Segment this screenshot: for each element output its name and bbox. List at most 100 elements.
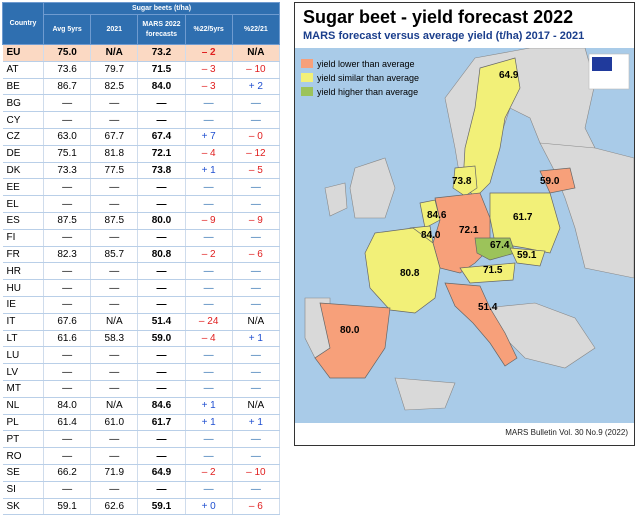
cell-diff-5yrs: + 1	[185, 397, 233, 415]
header-country: Country	[2, 2, 44, 45]
cell-forecast: —	[137, 481, 186, 499]
uk	[349, 157, 396, 219]
map-panel: Sugar beet - yield forecast 2022 MARS fo…	[294, 2, 635, 446]
cell-2021: —	[90, 447, 139, 465]
cell-diff-5yrs: —	[185, 279, 233, 297]
cell-diff-21: + 1	[232, 330, 281, 348]
cell-diff-21: N/A	[232, 313, 281, 331]
cell-forecast: —	[137, 346, 186, 365]
cell-diff-5yrs: —	[185, 195, 233, 213]
cell-avg: —	[43, 262, 92, 281]
cell-country: EU	[2, 44, 44, 62]
cell-2021: 67.7	[90, 128, 139, 146]
cell-2021: —	[90, 430, 139, 449]
map-label-fr: 80.8	[400, 268, 420, 279]
header-forecast: MARS 2022 forecasts	[137, 14, 186, 45]
map-label-cz: 67.4	[490, 240, 510, 251]
cell-2021: 79.7	[90, 61, 139, 79]
legend-label-similar: yield similar than average	[317, 73, 419, 83]
table-row: SI — — — — —	[2, 481, 281, 499]
yield-table: Country Sugar beets (t/ha) Avg 5yrs 2021…	[2, 2, 281, 515]
cell-2021: 58.3	[90, 330, 139, 348]
cell-diff-5yrs: – 2	[185, 464, 233, 482]
cell-2021: —	[90, 94, 139, 113]
cell-country: IT	[2, 313, 44, 331]
cell-diff-21: – 5	[232, 162, 281, 180]
europe-map: yield lower than average yield similar t…	[295, 48, 634, 423]
cell-avg: —	[43, 346, 92, 365]
cell-forecast: 84.6	[137, 397, 186, 415]
table-row: EL — — — — —	[2, 195, 281, 213]
table-row: NL 84.0 N/A 84.6 + 1 N/A	[2, 397, 281, 415]
cell-country: AT	[2, 61, 44, 79]
table-row: FI — — — — —	[2, 229, 281, 247]
cell-avg: —	[43, 229, 92, 247]
cell-forecast: —	[137, 178, 186, 197]
cell-country: SE	[2, 464, 44, 482]
table-row: PL 61.4 61.0 61.7 + 1 + 1	[2, 414, 281, 432]
map-label-se: 64.9	[499, 70, 519, 81]
cell-country: SK	[2, 498, 44, 515]
table-row: HR — — — — —	[2, 262, 281, 281]
legend-label-higher: yield higher than average	[317, 87, 418, 97]
legend-swatch-higher	[301, 87, 313, 96]
cell-diff-5yrs: —	[185, 296, 233, 314]
cell-forecast: 71.5	[137, 61, 186, 79]
cell-2021: N/A	[90, 313, 139, 331]
cell-diff-21: – 12	[232, 145, 281, 163]
cell-diff-21: —	[232, 262, 281, 281]
cell-diff-21: —	[232, 447, 281, 465]
cell-diff-21: —	[232, 195, 281, 213]
table-body: EU 75.0 N/A 73.2– 2 N/A AT 73.6 79.7 71.5– 3– 10…	[2, 44, 281, 515]
cell-avg: 61.6	[43, 330, 92, 348]
cell-forecast: —	[137, 296, 186, 314]
cell-country: FI	[2, 229, 44, 247]
cell-2021: —	[90, 481, 139, 499]
cell-diff-21: N/A	[232, 44, 281, 62]
cell-2021: —	[90, 195, 139, 213]
cell-forecast: 84.0	[137, 78, 186, 96]
table-row: RO — — — — —	[2, 447, 281, 465]
cell-country: BG	[2, 94, 44, 113]
cell-country: LU	[2, 346, 44, 365]
cell-diff-21: —	[232, 279, 281, 297]
cell-diff-21: —	[232, 481, 281, 499]
cell-diff-5yrs: —	[185, 111, 233, 129]
cell-diff-5yrs: —	[185, 481, 233, 499]
cell-country: LT	[2, 330, 44, 348]
cell-diff-5yrs: —	[185, 447, 233, 465]
cell-avg: 75.0	[43, 44, 92, 62]
cell-diff-21: —	[232, 296, 281, 314]
cell-forecast: —	[137, 229, 186, 247]
table-row: AT 73.6 79.7 71.5– 3– 10	[2, 61, 281, 79]
country-fr	[364, 227, 441, 314]
legend-swatch-similar	[301, 73, 313, 82]
cell-2021: —	[90, 380, 139, 398]
cell-avg: 63.0	[43, 128, 92, 146]
table-row: SE 66.2 71.9 64.9– 2– 10	[2, 464, 281, 482]
cell-forecast: 80.0	[137, 212, 186, 230]
table-row: HU — — — — —	[2, 279, 281, 297]
table-row: IT 67.6 N/A 51.4– 24 N/A	[2, 313, 281, 331]
cell-forecast: —	[137, 430, 186, 449]
cell-forecast: —	[137, 279, 186, 297]
cell-2021: 81.8	[90, 145, 139, 163]
cell-country: EE	[2, 178, 44, 197]
country-se	[462, 57, 521, 199]
cell-2021: 87.5	[90, 212, 139, 230]
cell-country: LV	[2, 363, 44, 381]
cell-avg: 73.6	[43, 61, 92, 79]
cell-avg: 66.2	[43, 464, 92, 482]
cell-diff-21: – 6	[232, 498, 281, 515]
cell-diff-21: – 10	[232, 464, 281, 482]
cell-2021: 71.9	[90, 464, 139, 482]
cell-forecast: 73.8	[137, 162, 186, 180]
header-diff-21: %22/21	[231, 14, 281, 45]
cell-forecast: 73.2	[137, 44, 186, 62]
cell-forecast: —	[137, 94, 186, 113]
cell-forecast: —	[137, 447, 186, 465]
table-row: SK 59.1 62.6 59.1 + 0– 6	[2, 498, 281, 515]
cell-forecast: 51.4	[137, 313, 186, 331]
cell-avg: 82.3	[43, 246, 92, 264]
cell-forecast: 80.8	[137, 246, 186, 264]
